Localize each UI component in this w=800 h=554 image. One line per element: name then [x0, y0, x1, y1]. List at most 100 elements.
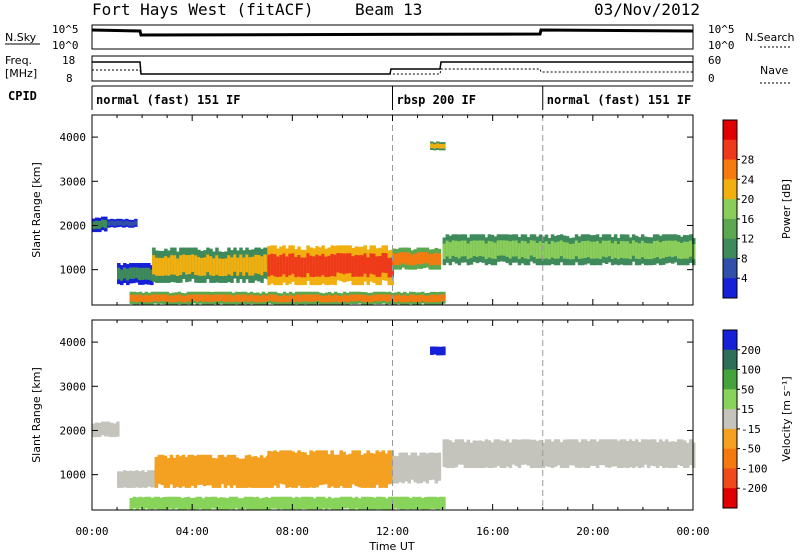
y-tick-label: 3000	[60, 175, 87, 188]
echo-cell	[670, 447, 675, 463]
echo-cell	[387, 499, 392, 507]
echo-cell	[550, 447, 555, 463]
echo-cell	[419, 252, 424, 265]
colorbar-label: Power [dB]	[780, 179, 793, 239]
echo-cell	[395, 462, 400, 478]
nave-tick-high: 60	[708, 54, 721, 67]
echo-cell	[144, 475, 148, 485]
echo-cell	[667, 240, 672, 257]
echo-cell	[532, 240, 537, 257]
echo-cell	[110, 425, 114, 434]
echo-cell	[538, 241, 543, 259]
echo-cell	[577, 447, 582, 463]
echo-cell	[556, 445, 561, 460]
echo-cell	[607, 445, 612, 462]
echo-cell	[430, 294, 434, 303]
echo-cell	[138, 294, 143, 302]
echo-cell	[321, 295, 326, 303]
freq-unit-label: [MHz]	[5, 67, 37, 80]
echo-cell	[643, 242, 648, 259]
echo-cell	[257, 255, 261, 275]
echo-cell	[233, 254, 237, 272]
echo-cell	[410, 254, 415, 266]
echo-cell	[431, 458, 436, 474]
echo-cell	[348, 461, 352, 481]
echo-cell	[505, 445, 510, 461]
echo-cell	[354, 499, 359, 506]
echo-cell	[434, 252, 439, 265]
echo-cell	[171, 499, 176, 507]
nave-trace	[92, 68, 693, 75]
echo-cell	[466, 445, 471, 462]
echo-cell	[303, 460, 307, 481]
echo-cell	[610, 445, 615, 461]
echo-cell	[297, 500, 302, 508]
echo-cell	[312, 294, 317, 302]
echo-cell	[580, 445, 585, 462]
colorbar-tick-label: 8	[741, 252, 748, 265]
y-tick-label: 4000	[60, 131, 87, 144]
echo-cell	[183, 500, 188, 508]
echo-cell	[312, 256, 316, 278]
echo-cell	[544, 445, 549, 461]
echo-cell	[220, 461, 225, 478]
echo-cell	[413, 459, 418, 476]
echo-cell	[261, 500, 266, 508]
echo-cell	[202, 461, 207, 480]
echo-cell	[214, 464, 219, 482]
echo-cell	[273, 294, 278, 302]
echo-cell	[366, 499, 371, 507]
echo-cell	[691, 448, 696, 463]
echo-cell	[210, 499, 215, 506]
echo-cell	[138, 474, 142, 485]
echo-cell	[231, 499, 236, 507]
echo-cell	[168, 499, 173, 506]
echo-cell	[421, 294, 425, 301]
echo-cell	[252, 500, 257, 508]
x-tick-label: 08:00	[276, 525, 309, 538]
cpid-segment-label: normal (fast) 151 IF	[547, 93, 692, 107]
echo-cell	[196, 461, 201, 479]
echo-cell	[424, 499, 428, 508]
echo-cell	[276, 499, 281, 508]
y-tick-label: 2000	[60, 219, 87, 232]
echo-cell	[150, 474, 154, 484]
echo-cell	[177, 294, 182, 302]
echo-cell	[634, 445, 639, 461]
echo-cell	[562, 242, 567, 259]
echo-cell	[360, 499, 365, 508]
y-axis-label: Slant Range [km]	[30, 367, 43, 463]
echo-cell	[192, 294, 197, 301]
echo-cell	[418, 499, 422, 507]
echo-cell	[138, 267, 142, 281]
echo-cell	[357, 458, 361, 480]
echo-cell	[253, 463, 258, 481]
echo-cell	[357, 294, 362, 301]
echo-cell	[172, 464, 177, 482]
echo-cell	[237, 294, 242, 303]
echo-cell	[285, 499, 290, 507]
echo-cell	[499, 446, 504, 462]
echo-cell	[291, 253, 295, 274]
echo-cell	[324, 500, 329, 508]
echo-cell	[267, 254, 271, 277]
echo-cell	[433, 294, 437, 303]
radar-title: Fort Hays West (fitACF)	[92, 0, 314, 19]
echo-cell	[655, 240, 660, 258]
echo-cell	[586, 447, 591, 463]
colorbar-tick-label: 15	[741, 403, 754, 416]
echo-cell	[401, 459, 406, 477]
echo-cell	[312, 459, 316, 480]
echo-cell	[354, 294, 359, 302]
echo-cell	[616, 446, 621, 463]
echo-cell	[300, 499, 305, 507]
echo-cell	[407, 461, 412, 478]
echo-cell	[448, 446, 453, 462]
echo-cell	[532, 445, 537, 462]
echo-cell	[135, 294, 140, 303]
echo-cell	[232, 461, 237, 479]
echo-cell	[309, 255, 313, 277]
echo-cell	[267, 294, 272, 301]
echo-cell	[241, 464, 246, 482]
echo-cell	[413, 253, 418, 266]
